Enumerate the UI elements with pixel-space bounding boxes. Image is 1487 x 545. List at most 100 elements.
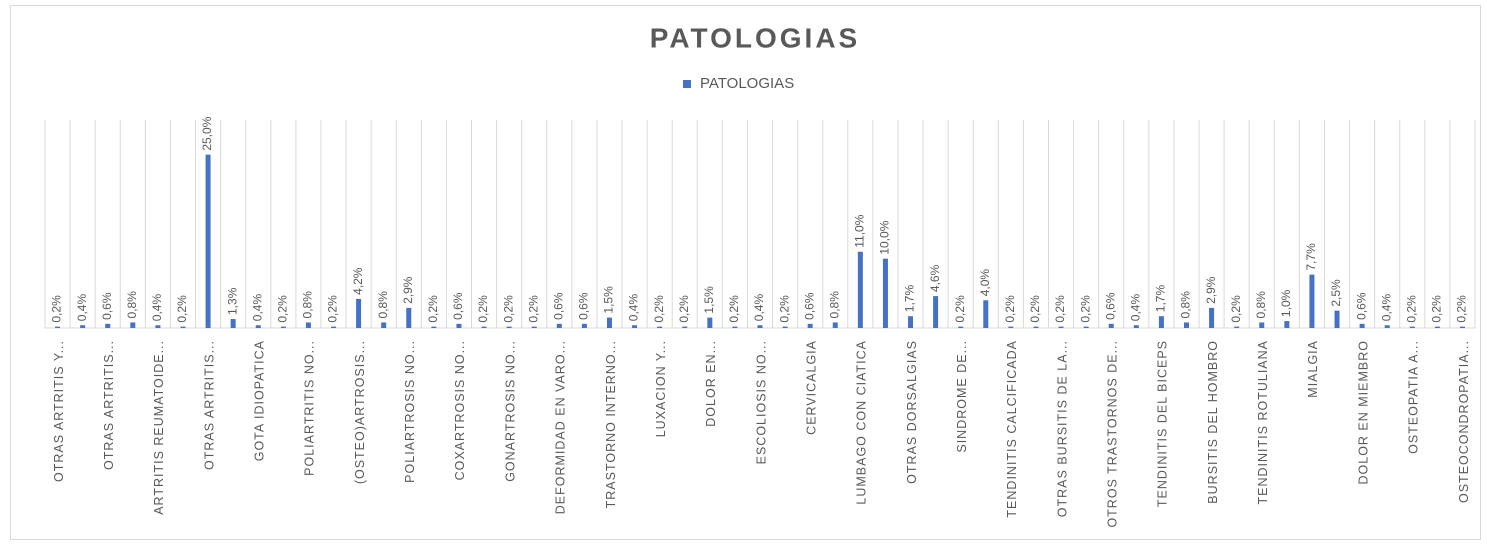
bar (80, 325, 86, 328)
value-label: 0,2% (953, 295, 967, 323)
chart-border (10, 5, 1481, 540)
bar (983, 300, 989, 328)
x-tick-label: TENDINITIS ROTULIANA (1256, 340, 1270, 504)
value-label: 0,2% (1078, 295, 1092, 323)
bar (456, 323, 462, 328)
value-label: 0,2% (1430, 295, 1444, 323)
x-tick-label: COXARTROSIS NO... (453, 340, 467, 480)
bar (531, 326, 537, 328)
x-tick-label: OTRAS ARTRITIS... (202, 340, 216, 470)
value-label: 2,9% (1204, 276, 1218, 304)
value-label: 4,6% (928, 264, 942, 292)
value-label: 0,2% (276, 295, 290, 323)
x-tick-label: OTRAS ARTRITIS Y... (52, 340, 66, 482)
x-tick-label: OSTEOCONDROPATIA... (1457, 340, 1471, 503)
x-tick-label: OTRAS BURSITIS DE LA... (1055, 340, 1069, 517)
bar (857, 251, 863, 328)
bar (305, 322, 311, 328)
value-label: 11,0% (853, 214, 867, 247)
x-tick-label: LUXACION Y... (654, 340, 668, 437)
value-label: 0,2% (777, 295, 791, 323)
x-tick-label: OTROS TRASTORNOS DE... (1106, 340, 1120, 528)
bar (1083, 326, 1089, 328)
bar (1008, 326, 1014, 328)
x-tick-label: DEFORMIDAD EN VARO... (554, 340, 568, 514)
value-label: 4,0% (978, 269, 992, 297)
x-tick-label: DOLOR EN... (704, 340, 718, 427)
bar (1459, 326, 1465, 328)
bar (130, 322, 136, 328)
value-label: 0,2% (1003, 295, 1017, 323)
value-label: 0,2% (677, 295, 691, 323)
bar (732, 326, 738, 328)
bar (280, 326, 286, 328)
bar (1133, 325, 1139, 328)
bar (657, 326, 663, 328)
value-label: 0,4% (627, 294, 641, 322)
value-label: 0,2% (652, 295, 666, 323)
value-label: 0,2% (727, 295, 741, 323)
bar (832, 322, 838, 328)
bar (632, 325, 638, 328)
x-tick-label: ESCOLIOSIS NO... (754, 340, 768, 464)
value-label: 0,4% (250, 294, 264, 322)
bar (506, 326, 512, 328)
x-tick-label: DOLOR EN MIEMBRO (1356, 340, 1370, 485)
bar (682, 326, 688, 328)
bar (1334, 310, 1340, 328)
bar (882, 258, 888, 328)
bar (606, 317, 612, 328)
x-tick-label: TRASTORNO INTERNO... (604, 340, 618, 508)
value-label: 0,2% (526, 295, 540, 323)
value-label: 1,5% (602, 286, 616, 314)
value-label: 2,5% (1329, 279, 1343, 307)
value-label: 0,2% (1028, 295, 1042, 323)
bar (1209, 307, 1215, 328)
value-label: 7,7% (1304, 243, 1318, 271)
bar (180, 326, 186, 328)
value-label: 0,8% (301, 291, 315, 319)
bar (1259, 322, 1265, 328)
bar (255, 325, 261, 328)
value-label: 1,7% (1154, 285, 1168, 313)
x-tick-label: MIALGIA (1306, 340, 1320, 398)
x-tick-label: LUMBAGO CON CIATICA (855, 340, 869, 505)
value-label: 0,2% (1229, 295, 1243, 323)
value-label: 0,2% (1455, 295, 1469, 323)
value-label: 0,8% (827, 291, 841, 319)
value-label: 1,0% (1279, 289, 1293, 317)
x-tick-label: OTRAS DORSALGIAS (905, 340, 919, 484)
bar (406, 307, 412, 328)
value-label: 1,7% (903, 285, 917, 313)
x-tick-label: BURSITIS DEL HOMBRO (1206, 340, 1220, 504)
value-label: 10,0% (878, 220, 892, 254)
value-label: 0,2% (175, 295, 189, 323)
value-label: 0,2% (1053, 295, 1067, 323)
bar (1234, 326, 1240, 328)
bar (707, 317, 713, 328)
bar (481, 326, 487, 328)
bar (1033, 326, 1039, 328)
bar (958, 326, 964, 328)
value-label: 0,4% (1128, 294, 1142, 322)
bar (1309, 274, 1315, 328)
x-tick-label: CERVICALGIA (804, 340, 818, 435)
x-tick-label: TENDINITIS DEL BICEPS (1156, 340, 1170, 507)
x-tick-label: (OSTEO)ARTROSIS... (353, 340, 367, 484)
bar (1409, 326, 1415, 328)
bar (908, 316, 914, 328)
value-label: 0,8% (1254, 291, 1268, 319)
value-label: 1,5% (702, 286, 716, 314)
value-label: 4,2% (351, 267, 365, 295)
x-tick-label: OSTEOPATIA A... (1407, 340, 1421, 454)
value-label: 0,6% (1354, 292, 1368, 320)
legend-label: PATOLOGIAS (700, 75, 794, 92)
x-tick-label: POLIARTROSIS NO... (403, 340, 417, 483)
value-label: 0,6% (577, 292, 591, 320)
value-label: 0,2% (476, 295, 490, 323)
value-label: 1,3% (225, 287, 239, 315)
value-label: 0,6% (100, 292, 114, 320)
legend-swatch (683, 80, 691, 88)
bar (230, 318, 236, 328)
